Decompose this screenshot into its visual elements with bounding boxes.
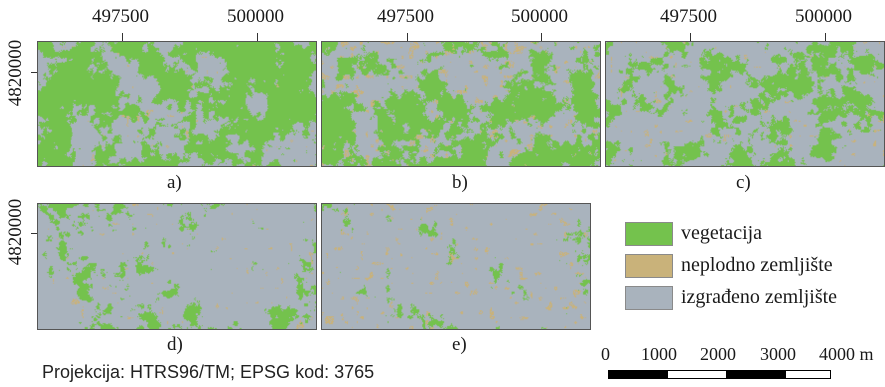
scale-label: 3000	[760, 344, 796, 364]
y-tick-mark	[31, 72, 37, 73]
land-cover-raster	[322, 42, 600, 166]
x-tick-label: 497500	[377, 6, 434, 27]
x-tick-mark	[407, 33, 408, 41]
x-tick-label: 500000	[227, 6, 284, 27]
projection-note: Projekcija: HTRS96/TM; EPSG kod: 3765	[42, 362, 375, 382]
land-cover-raster	[322, 204, 590, 329]
x-tick-label: 500000	[511, 6, 568, 27]
panel-label-e: e)	[452, 334, 467, 355]
map-panel-a	[37, 41, 317, 167]
legend-swatch-builtup	[625, 286, 673, 310]
legend-swatch-barren	[625, 254, 673, 278]
x-tick-mark	[541, 33, 542, 41]
scale-bar: 0 1000 2000 3000 4000 m	[600, 340, 885, 387]
map-panel-e	[321, 203, 591, 330]
x-tick-mark	[257, 33, 258, 41]
scale-label: 0	[601, 344, 610, 364]
legend-label-barren: neplodno zemljište	[681, 254, 833, 276]
map-panel-d	[37, 203, 317, 330]
map-panel-c	[605, 41, 885, 167]
scale-bar-segment	[785, 370, 831, 379]
x-tick-mark	[690, 33, 691, 41]
scale-bar-segment	[726, 370, 786, 379]
scale-bar-segment	[667, 370, 727, 379]
land-cover-raster	[38, 204, 316, 329]
land-cover-raster	[606, 42, 884, 166]
scale-bar-segment	[608, 370, 668, 379]
x-tick-mark	[825, 33, 826, 41]
x-tick-label: 500000	[795, 6, 852, 27]
panel-label-b: b)	[452, 172, 468, 193]
land-cover-raster	[38, 42, 316, 166]
legend-label-builtup: izgrađeno zemljište	[681, 286, 838, 308]
panel-label-a: a)	[167, 172, 182, 193]
panel-label-d: d)	[167, 334, 183, 355]
scale-label: 2000	[700, 344, 736, 364]
legend-label-vegetation: vegetacija	[681, 222, 763, 244]
y-tick-mark	[31, 233, 37, 234]
panel-label-c: c)	[736, 172, 751, 193]
y-tick-label: 4820000	[5, 39, 26, 107]
scale-label: 4000 m	[819, 344, 874, 364]
x-tick-label: 497500	[660, 6, 717, 27]
y-tick-label: 4820000	[5, 198, 26, 266]
map-panel-b	[321, 41, 601, 167]
legend-swatch-vegetation	[625, 222, 673, 246]
scale-label: 1000	[641, 344, 677, 364]
x-tick-label: 497500	[92, 6, 149, 27]
x-tick-mark	[122, 33, 123, 41]
